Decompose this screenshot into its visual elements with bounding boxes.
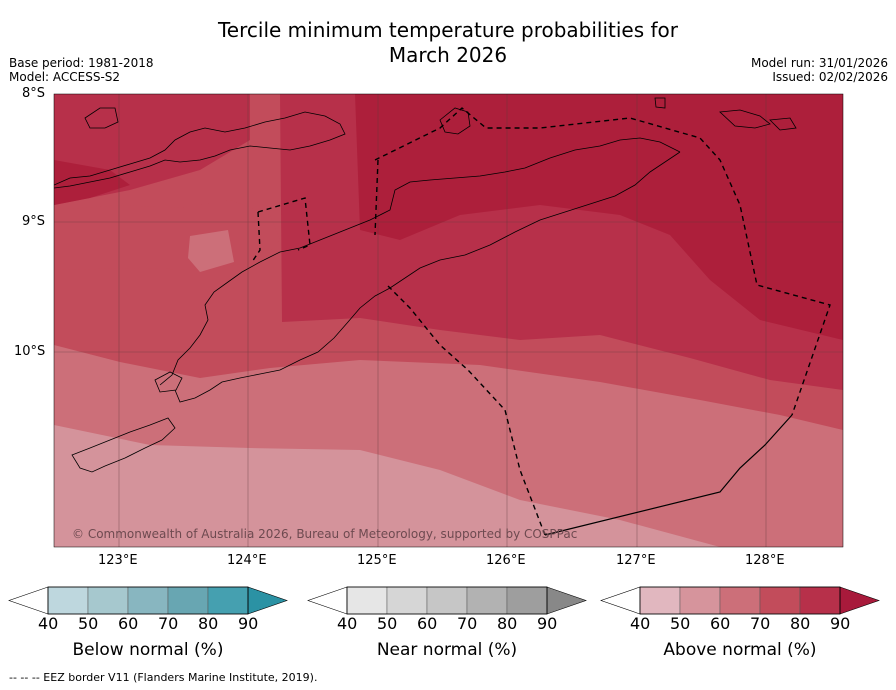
colorbar-title-above: Above normal (%) [663,640,817,660]
coast-islet-7 [71,417,176,473]
probability-field: © Commonwealth of Australia 2026, Bureau… [54,94,843,547]
colorbar-below-max-extension [247,586,288,615]
colorbar-below-segment [127,586,169,615]
colorbar-near-segment [506,586,548,615]
colorbar-title-below: Below normal (%) [72,640,224,660]
colorbar-above-tick-label: 70 [750,614,771,633]
lon-label-126e: 126°E [486,553,526,568]
colorbar-above-tick-label: 60 [710,614,731,633]
coast-timor-west [159,261,261,386]
lat-label-8s: 8°S [22,86,46,101]
colorbar-above-segment [759,586,801,615]
field-patch-60 [188,230,234,272]
colorbar-below-tick-label: 90 [238,614,259,633]
model-name: Model: ACCESS-S2 [9,70,121,84]
colorbar-above-segment [799,586,841,615]
eez-border [251,107,831,536]
colorbar-near-tick-label: 40 [337,614,358,633]
field-band-70-west [54,200,280,270]
colorbar-above-outline [639,586,841,615]
chart-title-line2: March 2026 [388,43,508,67]
colorbar-near-tick-label: 70 [457,614,478,633]
field-band-90 [355,94,843,340]
colorbar-near-segment [426,586,468,615]
coast-north-islands [54,111,346,189]
chart-title-line1: Tercile minimum temperature probabilitie… [217,18,679,42]
meta-left: Base period: 1981-2018 Model: ACCESS-S2 [9,56,154,84]
coast-islet-6 [154,371,183,393]
colorbar-above-segment [679,586,721,615]
colorbar-below-segment [47,586,89,615]
colorbar-below-tick-label: 60 [118,614,139,633]
map-frame [53,93,844,548]
colorbar-near-outline [346,586,548,615]
colorbar-above-tick-label: 40 [630,614,651,633]
colorbar-near-tick-label: 60 [417,614,438,633]
lat-label-9s: 9°S [22,214,46,229]
colorbar-below-segment [87,586,129,615]
eez-solid-segment [544,414,793,536]
colorbar-below-tick-label: 70 [158,614,179,633]
coast-islet-5 [654,97,666,109]
colorbar-above-min-extension [600,586,641,615]
colorbar-near-min-extension [307,586,348,615]
chart-title: Tercile minimum temperature probabilitie… [0,18,896,68]
coast-islet-2 [439,107,471,135]
eez-border-west [251,211,261,263]
colorbar-below-outline [47,586,249,615]
colorbar-above-segment [719,586,761,615]
coast-islet-3 [719,109,771,129]
coast-timor-north [259,137,681,263]
lon-label-124e: 124°E [227,553,267,568]
lat-label-10s: 10°S [14,344,46,359]
colorbar-near-tick-label: 50 [377,614,398,633]
colorbar-below-tick-label: 40 [38,614,59,633]
colorbar-near-tick-label: 80 [497,614,518,633]
eez-border-south [387,285,546,536]
colorbar-above-tick-label: 50 [670,614,691,633]
colorbar-below-tick-label: 80 [198,614,219,633]
colorbar-above-max-extension [839,586,880,615]
copyright-text: © Commonwealth of Australia 2026, Bureau… [72,527,577,541]
colorbar-near-segment [466,586,508,615]
field-band-90-west [54,160,130,205]
meta-right: Model run: 31/01/2026 Issued: 02/02/2026 [751,56,888,84]
colorbar-below-tick-label: 50 [78,614,99,633]
model-run: Model run: 31/01/2026 [750,56,888,70]
colorbar-above-segment [639,586,681,615]
lon-label-123e: 123°E [98,553,138,568]
colorbar-near-tick-label: 90 [537,614,558,633]
lon-label-125e: 125°E [357,553,397,568]
coast-islet-1 [84,107,119,129]
colorbar-below-min-extension [8,586,49,615]
issued-date: Issued: 02/02/2026 [772,70,888,84]
colorbar-above-tick-label: 80 [790,614,811,633]
colorbar-title-near: Near normal (%) [376,640,518,660]
base-period: Base period: 1981-2018 [9,56,154,70]
colorbar-near-max-extension [546,586,587,615]
eez-border-line [257,107,831,416]
colorbar-below-segment [207,586,249,615]
colorbars [8,586,880,615]
lon-label-128e: 128°E [745,553,785,568]
lon-label-127e: 127°E [616,553,656,568]
footer-note: -- -- -- EEZ border V11 (Flanders Marine… [9,671,318,684]
colorbar-near-segment [386,586,428,615]
colorbar-above-tick-label: 90 [830,614,851,633]
coast-islet-4 [769,117,797,131]
colorbar-near-segment [346,586,388,615]
colorbar-below-segment [167,586,209,615]
